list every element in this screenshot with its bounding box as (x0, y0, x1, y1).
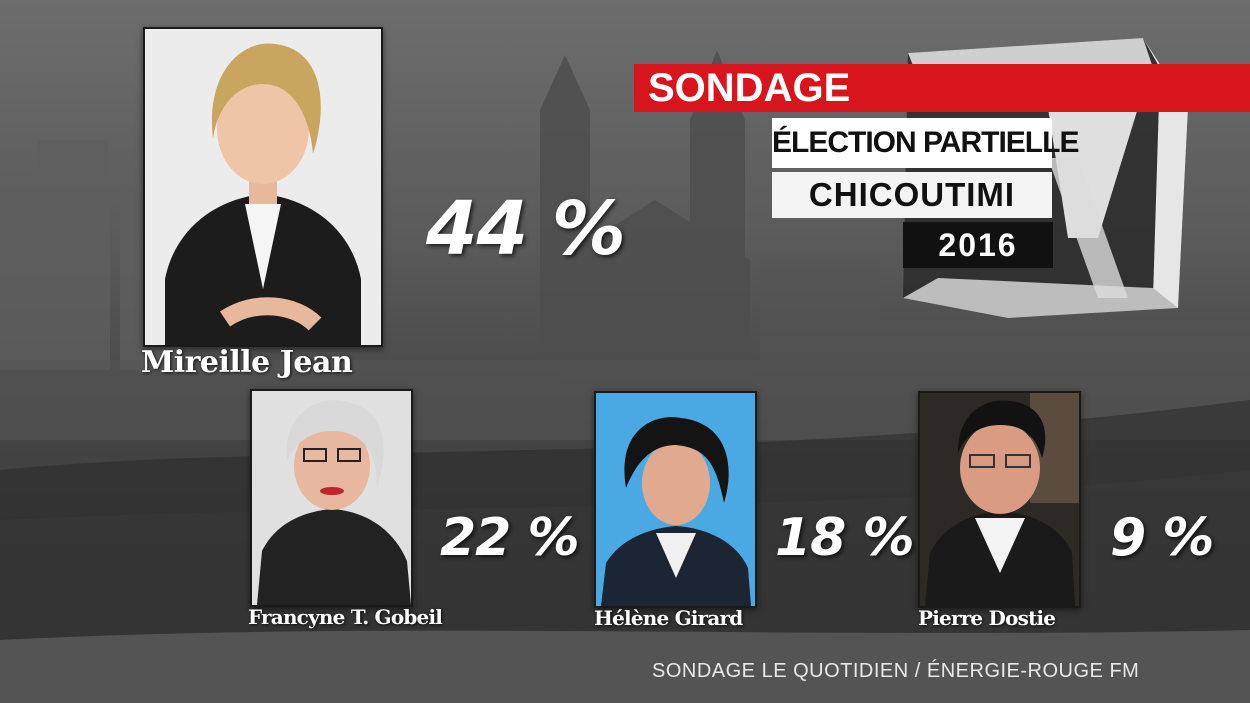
percent-pierre-dostie: 9 % (1110, 508, 1214, 568)
name-francyne-gobeil: Francyne T. Gobeil (248, 605, 443, 629)
percent-helene-girard: 18 % (775, 508, 915, 568)
percent-francyne-gobeil: 22 % (440, 508, 580, 568)
name-pierre-dostie: Pierre Dostie (918, 606, 1056, 630)
sondage-title: SONDAGE (648, 66, 851, 110)
candidate-photo-francyne-gobeil (250, 389, 413, 607)
election-label: ÉLECTION PARTIELLE (772, 118, 1079, 168)
sondage-banner (634, 64, 1250, 112)
percent-mireille-jean: 44 % (426, 186, 626, 272)
city-label: CHICOUTIMI (772, 172, 1052, 218)
candidate-photo-pierre-dostie (918, 391, 1081, 608)
year-label: 2016 (903, 222, 1053, 268)
name-helene-girard: Hélène Girard (594, 606, 743, 630)
poll-source: SONDAGE LE QUOTIDIEN / ÉNERGIE-ROUGE FM (652, 660, 1140, 682)
candidate-photo-mireille-jean (143, 27, 383, 347)
name-mireille-jean: Mireille Jean (141, 345, 353, 380)
candidate-photo-helene-girard (594, 391, 757, 608)
